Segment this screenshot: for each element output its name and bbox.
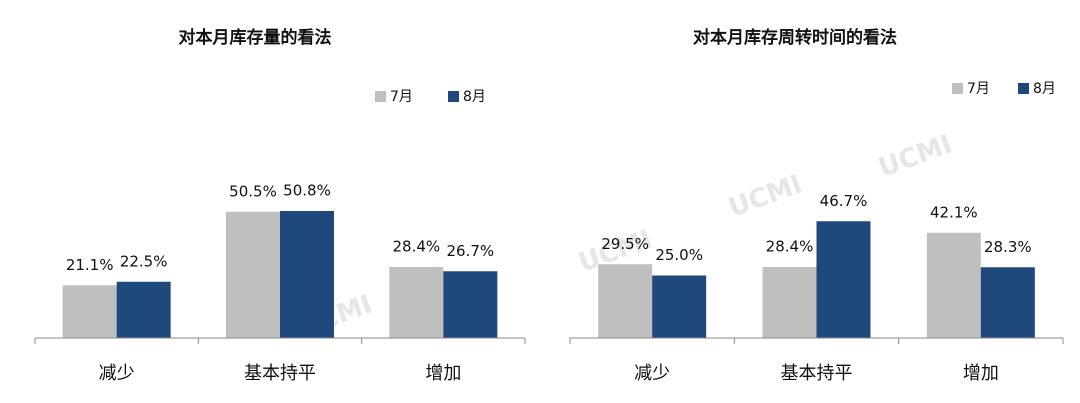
value-label: 46.7% xyxy=(820,192,868,210)
value-label: 28.3% xyxy=(984,238,1032,256)
value-label: 50.5% xyxy=(229,182,277,200)
legend-swatch xyxy=(1018,83,1029,94)
value-label: 25.0% xyxy=(655,246,703,264)
category-label: 增加 xyxy=(963,363,999,384)
bar xyxy=(652,275,707,338)
value-label: 29.5% xyxy=(601,235,649,253)
bar xyxy=(816,221,871,338)
bar xyxy=(116,281,171,338)
bar xyxy=(389,267,444,338)
bar xyxy=(226,211,280,338)
bar xyxy=(280,211,334,338)
bar xyxy=(598,264,653,338)
chart-title: 对本月库存量的看法 xyxy=(179,27,332,48)
chart-title: 对本月库存周转时间的看法 xyxy=(693,27,897,48)
value-label: 22.5% xyxy=(120,252,168,270)
value-label: 28.4% xyxy=(766,238,814,256)
value-label: 50.8% xyxy=(283,182,331,200)
bar xyxy=(926,232,981,338)
legend-label: 7月 xyxy=(967,81,990,97)
category-label: 基本持平 xyxy=(781,363,853,384)
category-label: 减少 xyxy=(99,363,135,384)
legend-swatch xyxy=(952,83,963,94)
category-label: 减少 xyxy=(634,363,670,384)
legend-label: 7月 xyxy=(390,89,413,105)
category-label: 增加 xyxy=(425,363,461,384)
bar xyxy=(443,271,498,338)
bar xyxy=(62,285,117,338)
value-label: 26.7% xyxy=(447,242,495,260)
bar xyxy=(762,267,817,338)
legend-swatch xyxy=(448,91,459,102)
bar xyxy=(980,267,1035,338)
value-label: 42.1% xyxy=(930,203,978,221)
value-label: 21.1% xyxy=(66,256,114,274)
legend-label: 8月 xyxy=(1033,81,1056,97)
watermark: UCMI xyxy=(725,170,806,224)
watermark: UCMI xyxy=(875,130,956,184)
legend-label: 8月 xyxy=(463,89,486,105)
category-label: 基本持平 xyxy=(244,363,316,384)
legend-swatch xyxy=(375,91,386,102)
value-label: 28.4% xyxy=(393,238,441,256)
